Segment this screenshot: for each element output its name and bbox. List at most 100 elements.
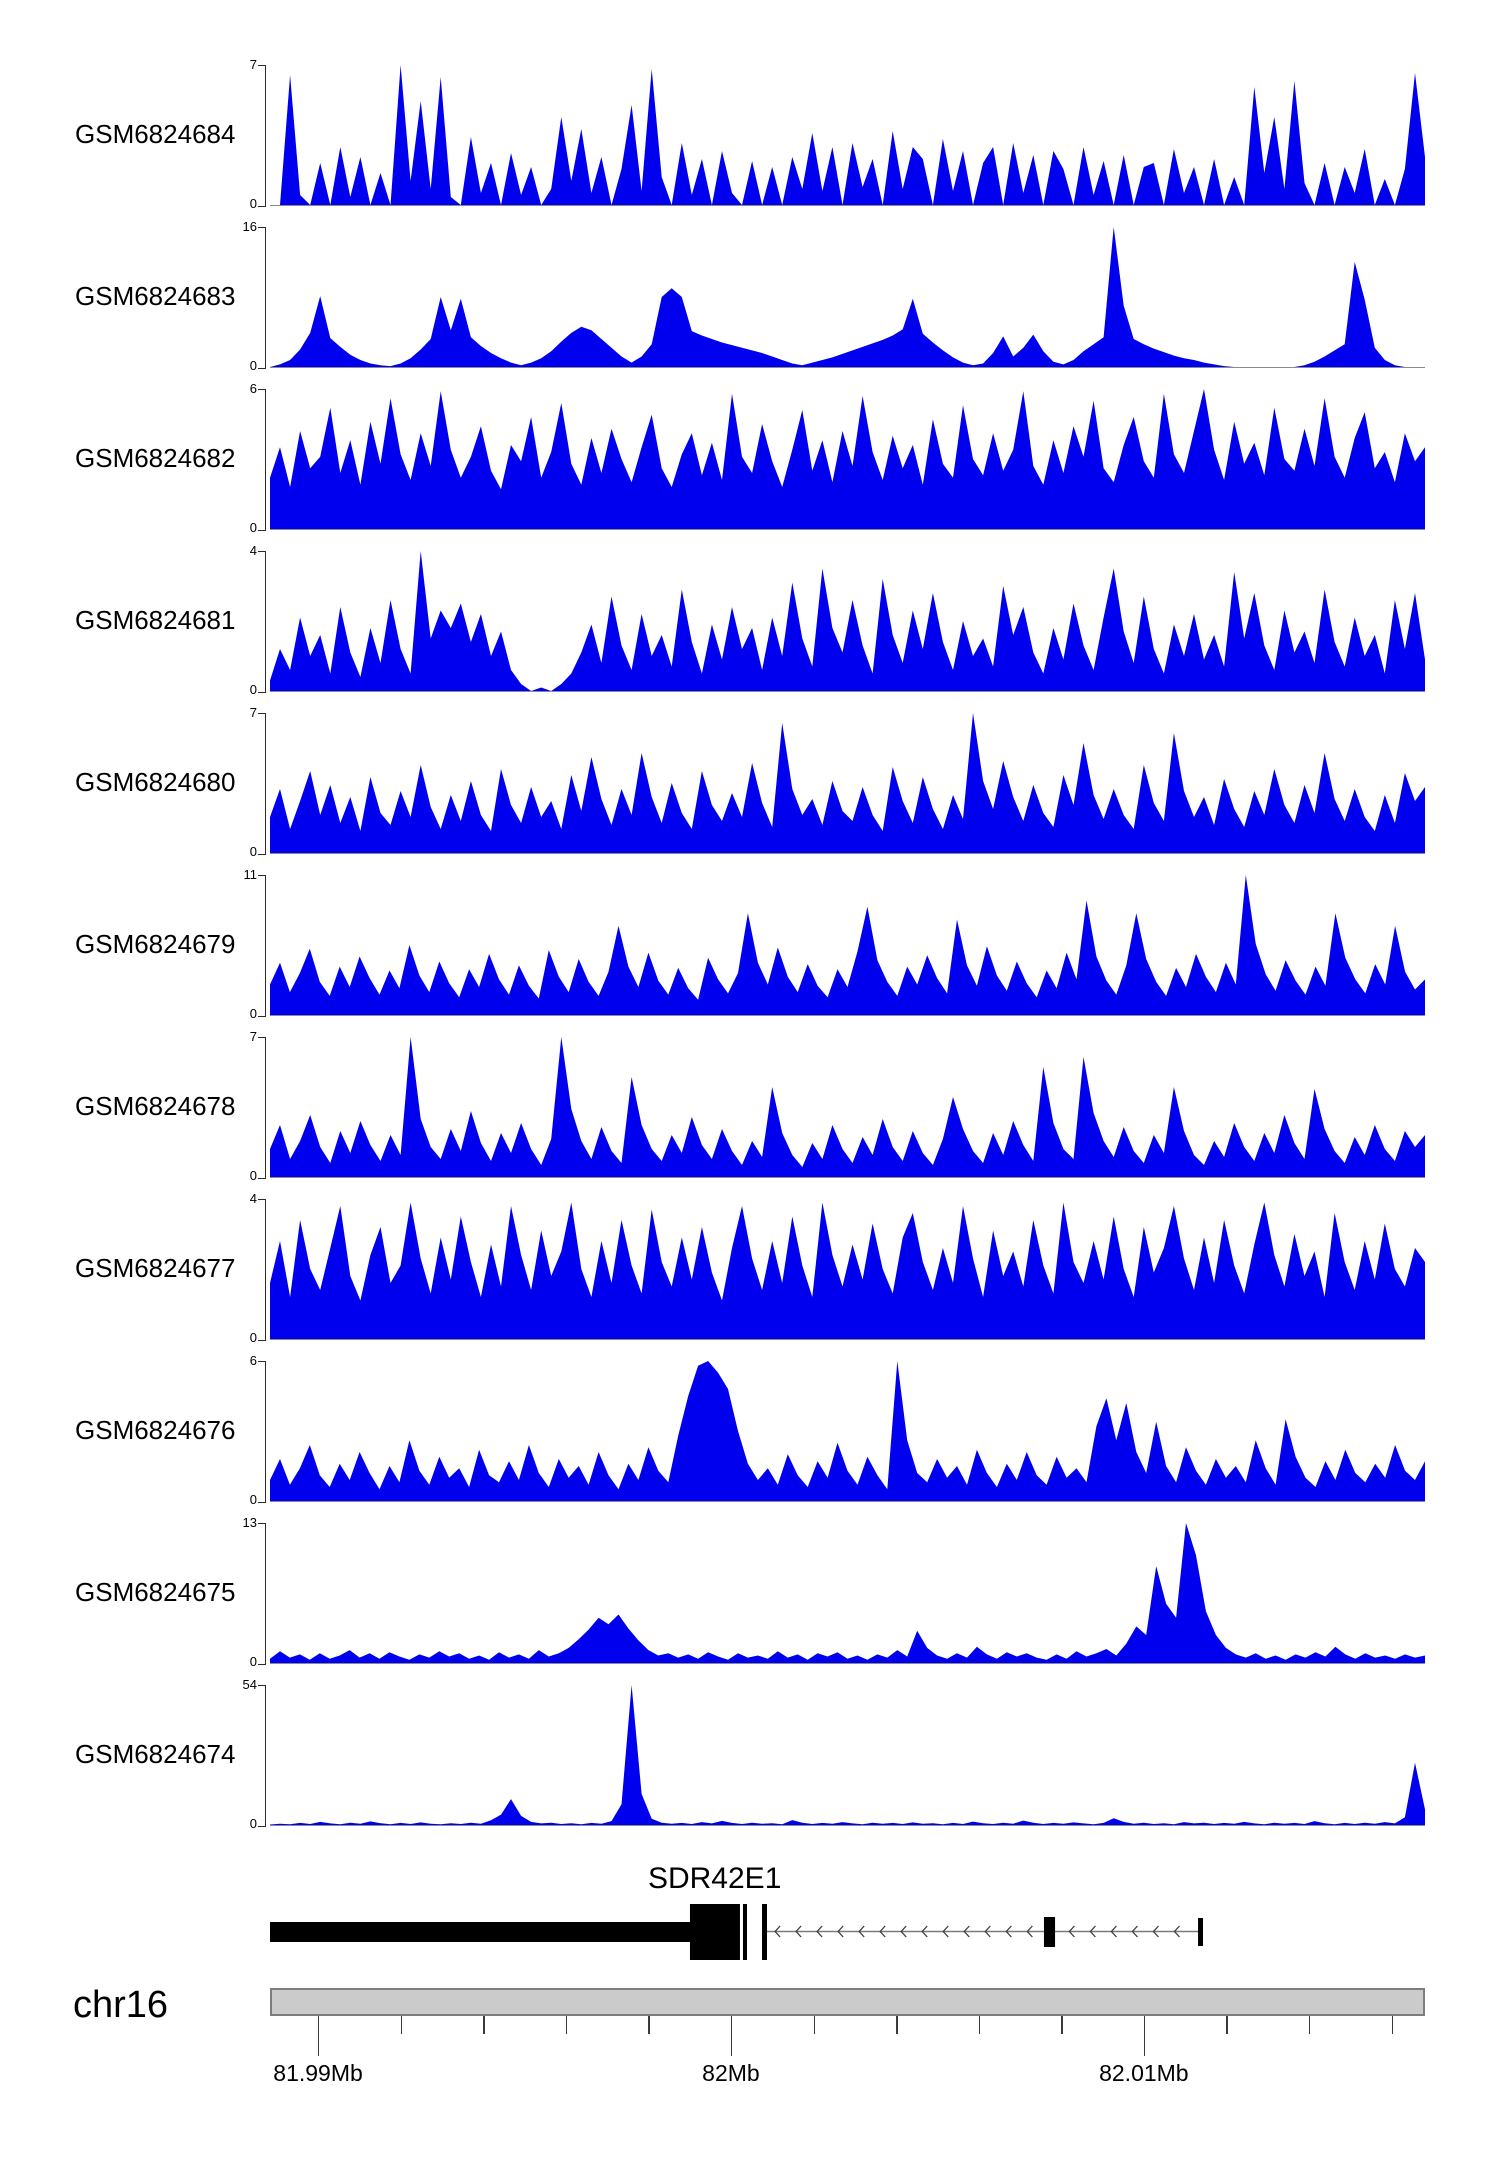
track-y0-label: 0 bbox=[249, 1330, 257, 1345]
ruler-minor-tick bbox=[565, 2016, 568, 2034]
track-ymax-label: 7 bbox=[249, 57, 257, 72]
track-baseline bbox=[270, 205, 1425, 206]
track-y0-label: 0 bbox=[249, 1654, 257, 1669]
strand-arrow-left bbox=[879, 1925, 886, 1938]
strand-arrow-left bbox=[921, 1925, 928, 1938]
track-ymax-label: 11 bbox=[243, 867, 258, 882]
strand-arrow-left bbox=[1110, 1925, 1117, 1938]
strand-arrow-left bbox=[795, 1925, 802, 1938]
ruler-minor-tick bbox=[1309, 2016, 1311, 2034]
track-baseline bbox=[270, 529, 1425, 530]
track-ymax-label: 13 bbox=[242, 1515, 257, 1530]
ruler-minor-tick bbox=[1061, 2016, 1063, 2034]
ruler-minor-tick bbox=[1226, 2016, 1228, 2034]
track-ymax-label: 4 bbox=[249, 543, 257, 558]
track-baseline bbox=[270, 1501, 1425, 1502]
track-y0-label: 0 bbox=[249, 520, 257, 535]
track-label: GSM6824675 bbox=[75, 1577, 236, 1607]
track-yaxis bbox=[258, 1523, 266, 1665]
track-baseline bbox=[270, 853, 1425, 854]
track-yaxis bbox=[258, 713, 266, 855]
track-baseline bbox=[270, 1663, 1425, 1664]
strand-arrow-left bbox=[774, 1925, 781, 1938]
track-ymax-label: 6 bbox=[249, 381, 257, 396]
ruler-minor-tick bbox=[896, 2016, 898, 2034]
ruler-tick-label: 81.99Mb bbox=[273, 2060, 363, 2086]
track-yaxis bbox=[258, 1037, 266, 1179]
track-ymax-label: 6 bbox=[249, 1353, 257, 1368]
signal-area-chart bbox=[270, 713, 1425, 853]
ruler-major-tick bbox=[318, 2016, 320, 2056]
track-y0-label: 0 bbox=[249, 1492, 257, 1507]
chromosome-ideogram bbox=[270, 1988, 1425, 2016]
ruler-tick-label: 82.01Mb bbox=[1099, 2060, 1189, 2086]
track-label: GSM6824678 bbox=[75, 1091, 236, 1121]
strand-arrow-left bbox=[1026, 1925, 1033, 1938]
strand-arrow-left bbox=[858, 1925, 865, 1938]
track-baseline bbox=[270, 1015, 1425, 1016]
track-yaxis bbox=[258, 389, 266, 531]
track-yaxis bbox=[258, 551, 266, 693]
track-yaxis bbox=[258, 875, 266, 1017]
track-yaxis bbox=[258, 1199, 266, 1341]
track-y0-label: 0 bbox=[249, 196, 257, 211]
track-baseline bbox=[270, 367, 1425, 368]
strand-arrow-left bbox=[963, 1925, 970, 1938]
track-label: GSM6824680 bbox=[75, 767, 236, 797]
track-y0-label: 0 bbox=[249, 1816, 257, 1831]
strand-arrow-left bbox=[1089, 1925, 1096, 1938]
signal-area-chart bbox=[270, 227, 1425, 367]
signal-area-chart bbox=[270, 389, 1425, 529]
strand-arrow-left bbox=[942, 1925, 949, 1938]
ruler-major-tick bbox=[730, 2016, 733, 2056]
track-baseline bbox=[270, 1177, 1425, 1178]
signal-area-chart bbox=[270, 1037, 1425, 1177]
track-y0-label: 0 bbox=[249, 682, 257, 697]
track-y0-label: 0 bbox=[249, 358, 257, 373]
strand-arrow-left bbox=[1005, 1925, 1012, 1938]
track-y0-label: 0 bbox=[249, 1168, 257, 1183]
ruler-minor-tick bbox=[813, 2016, 815, 2034]
signal-area-chart bbox=[270, 1523, 1425, 1663]
strand-arrow-left bbox=[900, 1925, 907, 1938]
track-label: GSM6824674 bbox=[75, 1739, 236, 1769]
ruler-minor-tick bbox=[648, 2016, 650, 2034]
track-label: GSM6824676 bbox=[75, 1415, 236, 1445]
signal-area-chart bbox=[270, 875, 1425, 1015]
ruler-minor-tick bbox=[400, 2016, 403, 2034]
track-label: GSM6824683 bbox=[75, 281, 236, 311]
track-yaxis bbox=[258, 65, 266, 207]
track-ymax-label: 54 bbox=[242, 1677, 257, 1692]
track-y0-label: 0 bbox=[249, 844, 257, 859]
track-label: GSM6824677 bbox=[75, 1253, 236, 1283]
strand-arrow-left bbox=[816, 1925, 823, 1938]
signal-area-chart bbox=[270, 65, 1425, 205]
strand-arrow-left bbox=[1173, 1925, 1180, 1938]
signal-area-chart bbox=[270, 551, 1425, 691]
chromosome-label: chr16 bbox=[73, 1984, 169, 2026]
strand-arrow-left bbox=[1131, 1925, 1138, 1938]
track-y0-label: 0 bbox=[249, 1006, 257, 1021]
track-label: GSM6824681 bbox=[75, 605, 236, 635]
track-ymax-label: 7 bbox=[249, 705, 257, 720]
ruler-minor-tick bbox=[1391, 2016, 1393, 2034]
gene-model bbox=[270, 1904, 1204, 1960]
ruler-minor-tick bbox=[483, 2016, 485, 2034]
track-ymax-label: 16 bbox=[242, 219, 257, 234]
track-label: GSM6824679 bbox=[75, 929, 236, 959]
strand-arrow-left bbox=[837, 1925, 844, 1938]
strand-arrow-left bbox=[1068, 1925, 1075, 1938]
track-label: GSM6824684 bbox=[75, 119, 236, 149]
track-label: GSM6824682 bbox=[75, 443, 236, 473]
track-ymax-label: 7 bbox=[249, 1029, 257, 1044]
signal-area-chart bbox=[270, 1685, 1425, 1825]
track-baseline bbox=[270, 1339, 1425, 1340]
strand-arrow-left bbox=[984, 1925, 991, 1938]
track-baseline bbox=[270, 691, 1425, 692]
ruler-tick-label: 82Mb bbox=[702, 2060, 760, 2086]
ruler-major-tick bbox=[1143, 2016, 1146, 2056]
track-yaxis bbox=[258, 1361, 266, 1503]
gene-name-label: SDR42E1 bbox=[647, 1862, 782, 1895]
signal-area-chart bbox=[270, 1361, 1425, 1501]
